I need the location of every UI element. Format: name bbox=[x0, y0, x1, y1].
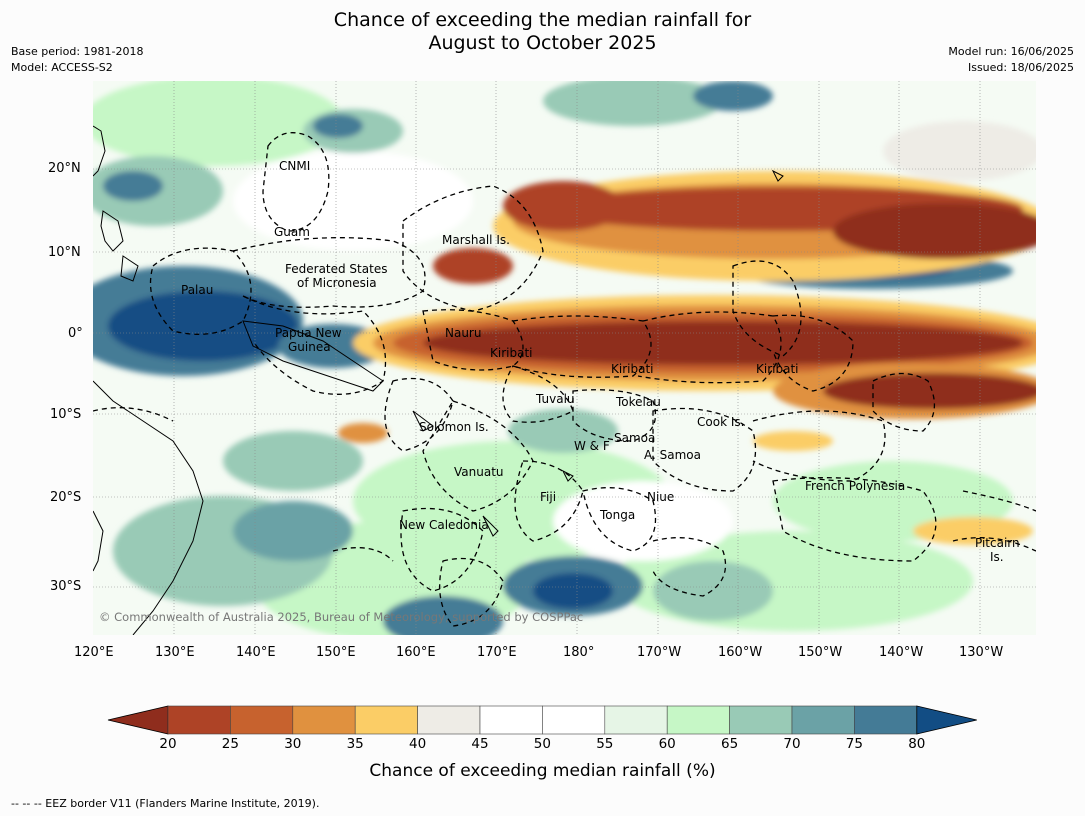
label-new-caledonia: New Caledonia bbox=[399, 518, 489, 532]
lon-tick-140w: 140°W bbox=[879, 645, 924, 660]
colorbar-cell bbox=[354, 705, 418, 735]
model-text: Model: ACCESS-S2 bbox=[11, 61, 113, 74]
colorbar-cell bbox=[666, 705, 730, 735]
lat-tick-10n: 10°N bbox=[48, 245, 81, 260]
coastlines bbox=[93, 125, 784, 635]
label-cook-islands: Cook Is. bbox=[697, 415, 744, 429]
colorbar-cell bbox=[292, 705, 356, 735]
label-wallis-futuna: W & F bbox=[574, 439, 610, 453]
lon-tick-120e: 120°E bbox=[74, 645, 114, 660]
label-samoa: Samoa bbox=[614, 431, 655, 445]
colorbar-tick-label: 25 bbox=[221, 736, 239, 752]
label-french-polynesia: French Polynesia bbox=[805, 479, 905, 493]
base-period-text: Base period: 1981-2018 bbox=[11, 45, 144, 58]
colorbar-tick-label: 70 bbox=[783, 736, 801, 752]
label-pitcairn-line1: Pitcairn bbox=[975, 536, 1020, 550]
eez-borders bbox=[93, 132, 1036, 627]
lon-tick-160e: 160°E bbox=[396, 645, 436, 660]
probability-field bbox=[93, 81, 1036, 635]
issued-text: Issued: 18/06/2025 bbox=[967, 61, 1074, 74]
lon-tick-130e: 130°E bbox=[155, 645, 195, 660]
colorbar-tick-label: 45 bbox=[471, 736, 489, 752]
map-canvas: CNMI Guam Marshall Is. Federated States … bbox=[93, 81, 1036, 635]
label-png-line2: Guinea bbox=[288, 340, 331, 354]
label-kiribati-west: Kiribati bbox=[490, 346, 532, 360]
rainfall-probability-map: CNMI Guam Marshall Is. Federated States … bbox=[93, 81, 1036, 635]
label-niue: Niue bbox=[647, 490, 674, 504]
colorbar-tick-label: 50 bbox=[533, 736, 551, 752]
label-cnmi: CNMI bbox=[279, 159, 310, 173]
colorbar-tick-label: 40 bbox=[409, 736, 427, 752]
chart-title-line-1: Chance of exceeding the median rainfall … bbox=[333, 9, 752, 31]
colorbar bbox=[107, 705, 977, 735]
label-fsm-line2: of Micronesia bbox=[297, 276, 377, 290]
colorbar-tick-label: 55 bbox=[596, 736, 614, 752]
colorbar-tick-label: 60 bbox=[658, 736, 676, 752]
copyright-notice: © Commonwealth of Australia 2025, Bureau… bbox=[99, 610, 583, 624]
label-vanuatu: Vanuatu bbox=[454, 465, 504, 479]
colorbar-cell bbox=[167, 705, 231, 735]
colorbar-cell bbox=[791, 705, 855, 735]
lon-tick-130w: 130°W bbox=[959, 645, 1004, 660]
label-solomon-islands: Solomon Is. bbox=[419, 420, 489, 434]
colorbar-arrow-low bbox=[107, 705, 169, 735]
graticule bbox=[93, 81, 1036, 635]
colorbar-cell bbox=[542, 705, 606, 735]
label-nauru: Nauru bbox=[445, 326, 481, 340]
lon-tick-170w: 170°W bbox=[637, 645, 682, 660]
lon-tick-160w: 160°W bbox=[718, 645, 763, 660]
label-tokelau: Tokelau bbox=[615, 395, 661, 409]
colorbar-tick-label: 35 bbox=[346, 736, 364, 752]
model-run-text: Model run: 16/06/2025 bbox=[948, 45, 1074, 58]
lat-tick-20s: 20°S bbox=[50, 490, 82, 505]
label-fiji: Fiji bbox=[540, 490, 556, 504]
label-marshall-islands: Marshall Is. bbox=[442, 233, 510, 247]
label-american-samoa: A. Samoa bbox=[644, 448, 701, 462]
colorbar-cell bbox=[604, 705, 668, 735]
lat-tick-30s: 30°S bbox=[50, 579, 82, 594]
colorbar-tick-label: 30 bbox=[284, 736, 302, 752]
lon-tick-140e: 140°E bbox=[236, 645, 276, 660]
colorbar-cell bbox=[417, 705, 481, 735]
colorbar-tick-label: 20 bbox=[159, 736, 177, 752]
eez-footnote: -- -- -- EEZ border V11 (Flanders Marine… bbox=[11, 797, 320, 810]
colorbar-cell bbox=[729, 705, 793, 735]
colorbar-cell bbox=[230, 705, 294, 735]
lon-tick-170e: 170°E bbox=[477, 645, 517, 660]
label-tuvalu: Tuvalu bbox=[535, 392, 575, 406]
colorbar-cell bbox=[479, 705, 543, 735]
label-tonga: Tonga bbox=[599, 508, 635, 522]
label-palau: Palau bbox=[181, 283, 213, 297]
lon-tick-150w: 150°W bbox=[798, 645, 843, 660]
label-fsm-line1: Federated States bbox=[285, 262, 387, 276]
chart-title-line-2: August to October 2025 bbox=[428, 32, 657, 54]
label-kiribati-central: Kiribati bbox=[611, 362, 653, 376]
lat-tick-20n: 20°N bbox=[48, 161, 81, 176]
label-pitcairn-line2: Is. bbox=[990, 550, 1004, 564]
colorbar-tick-label: 65 bbox=[721, 736, 739, 752]
lat-tick-0: 0° bbox=[68, 326, 83, 341]
colorbar-cell bbox=[854, 705, 918, 735]
label-png-line1: Papua New bbox=[275, 326, 342, 340]
label-guam: Guam bbox=[274, 225, 310, 239]
colorbar-title: Chance of exceeding median rainfall (%) bbox=[369, 761, 716, 781]
colorbar-tick-label: 80 bbox=[908, 736, 926, 752]
lon-tick-150e: 150°E bbox=[316, 645, 356, 660]
label-kiribati-east: Kiribati bbox=[756, 362, 798, 376]
lon-tick-180: 180° bbox=[563, 645, 595, 660]
lat-tick-10s: 10°S bbox=[50, 407, 82, 422]
colorbar-arrow-high bbox=[916, 705, 977, 735]
colorbar-tick-label: 75 bbox=[845, 736, 863, 752]
